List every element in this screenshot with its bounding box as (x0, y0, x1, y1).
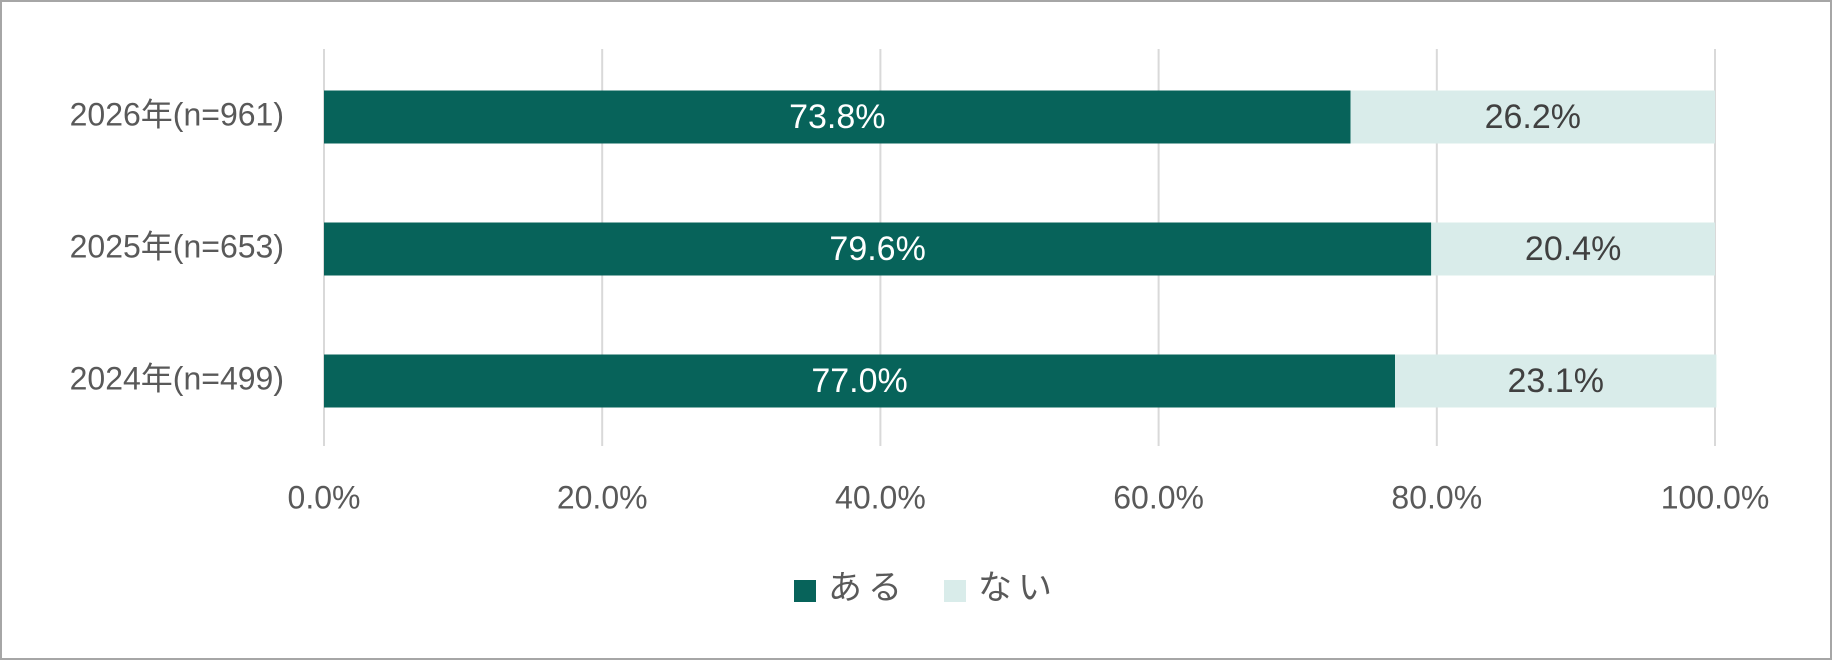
x-tick-label: 100.0% (1661, 479, 1770, 515)
data-label: 20.4% (1525, 230, 1621, 268)
bar-segment (324, 354, 1396, 408)
x-tick-label: 60.0% (1113, 479, 1204, 515)
x-tick-label: 20.0% (557, 479, 648, 515)
bar-segment (1431, 222, 1715, 276)
bar-segment (1350, 90, 1715, 144)
x-tick-label: 40.0% (835, 479, 926, 515)
data-label: 23.1% (1508, 362, 1604, 400)
legend-swatch (794, 580, 816, 602)
data-label: 77.0% (811, 362, 907, 400)
y-tick-label: 2026年(n=961) (70, 96, 284, 132)
y-tick-label: 2024年(n=499) (70, 360, 284, 396)
data-label: 73.8% (789, 98, 885, 136)
bar-segment (324, 90, 1351, 144)
data-label: 26.2% (1485, 98, 1581, 136)
y-tick-label: 2025年(n=653) (70, 228, 284, 264)
x-tick-label: 80.0% (1391, 479, 1482, 515)
x-tick-label: 0.0% (288, 479, 361, 515)
bar-segment (324, 222, 1432, 276)
legend-label: ない (978, 569, 1058, 607)
legend-swatch (944, 580, 966, 602)
data-label: 79.6% (829, 230, 925, 268)
legend-label: ある (828, 569, 908, 607)
bar-segment (1395, 354, 1717, 408)
